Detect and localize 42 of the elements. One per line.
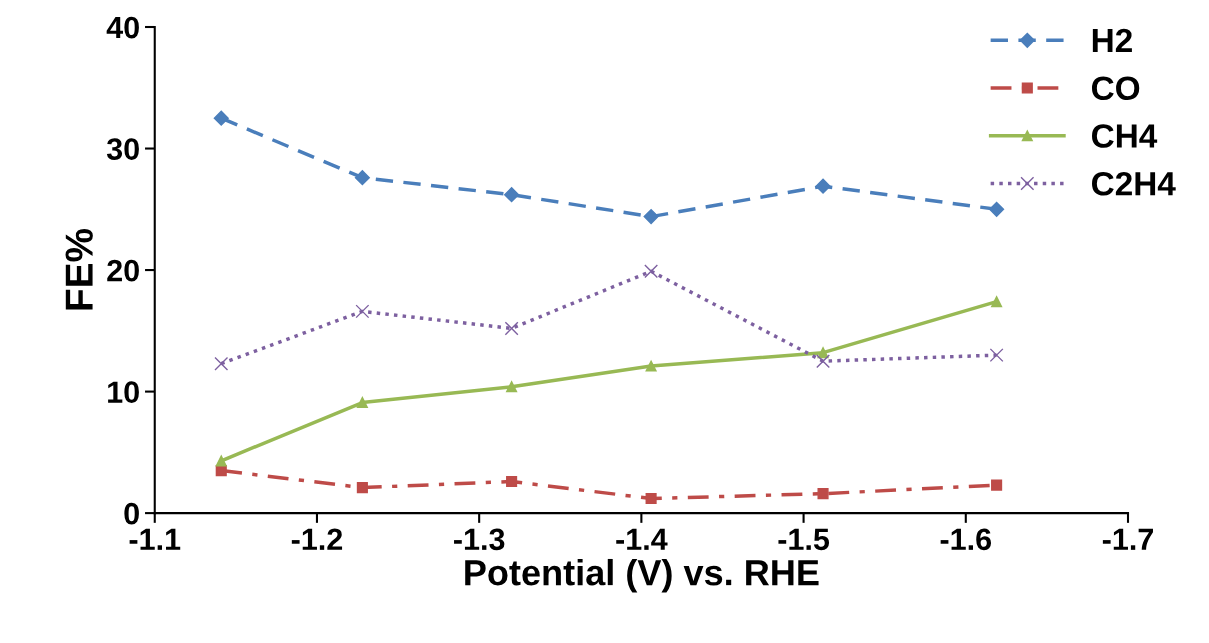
point (816, 354, 830, 369)
y-tick-label: 10 (108, 381, 139, 403)
point (215, 465, 227, 477)
point (214, 356, 229, 371)
x-tick-label: -1.1 (129, 528, 181, 550)
x-axis-title: Potential (V) vs. RHE (465, 558, 819, 593)
point (643, 209, 659, 225)
point (645, 360, 657, 372)
y-axis-title: FE% (65, 228, 93, 310)
x-tick-label: -1.4 (616, 528, 668, 550)
point (815, 178, 831, 194)
point (644, 264, 659, 279)
y-tick-label: 20 (107, 259, 139, 282)
x-tick-label: -1.7 (1102, 528, 1153, 550)
point (645, 492, 657, 505)
point (355, 304, 370, 319)
legend-label: CH4 (1092, 124, 1158, 148)
legend-label: H2 (1092, 28, 1132, 52)
x-tick-label: -1.6 (940, 528, 992, 551)
point (354, 170, 370, 186)
point (215, 455, 227, 467)
point (213, 110, 229, 126)
x-tick-label: -1.2 (291, 528, 343, 550)
y-tick-label: 30 (106, 138, 139, 160)
point (991, 479, 1003, 491)
point (989, 348, 1004, 363)
point (506, 381, 518, 393)
point (989, 201, 1005, 217)
point (817, 488, 829, 500)
y-tick-label: 40 (106, 16, 139, 39)
point (504, 187, 520, 203)
point (506, 475, 518, 488)
legend-label: CO (1092, 76, 1140, 101)
point (991, 296, 1003, 308)
x-tick-label: -1.3 (454, 528, 505, 551)
x-tick-label: -1.5 (778, 528, 830, 551)
point (356, 482, 368, 494)
point (356, 396, 368, 409)
legend-label: C2H4 (1092, 171, 1176, 196)
point (817, 347, 829, 359)
point (504, 321, 519, 336)
y-tick-label: 0 (124, 502, 139, 525)
